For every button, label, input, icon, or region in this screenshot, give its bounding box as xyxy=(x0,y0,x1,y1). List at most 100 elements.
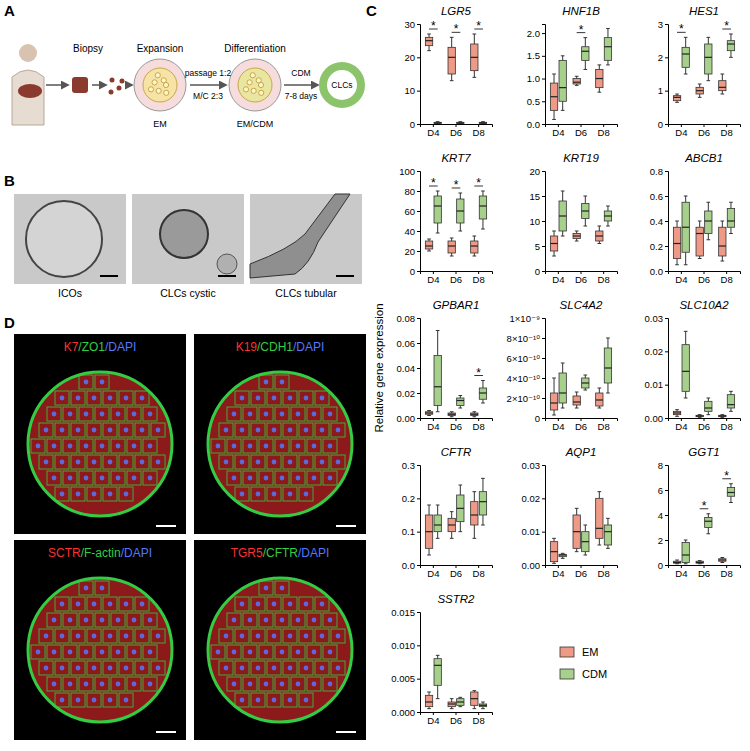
y-axis-line xyxy=(417,172,421,272)
box xyxy=(705,37,712,80)
y-tick-label: 0.0 xyxy=(527,119,540,130)
median xyxy=(573,82,580,83)
cell-membrane xyxy=(259,471,273,485)
y-axis-line xyxy=(542,172,546,272)
stain-label-part: /ZO1 xyxy=(78,340,105,354)
whisker-low xyxy=(554,410,555,415)
nucleus xyxy=(288,602,293,607)
nucleus xyxy=(232,618,237,623)
cell-membrane xyxy=(267,391,281,405)
y-tick: 0.005 xyxy=(391,673,420,684)
y-tick-mark xyxy=(417,368,420,369)
y-tick: 0.06 xyxy=(397,338,421,349)
y-axis: 0.00.10.20.3 xyxy=(402,460,421,571)
chart-title: AQP1 xyxy=(565,446,597,458)
nucleus xyxy=(108,428,113,433)
x-tick-label: D6 xyxy=(450,715,462,726)
box-body xyxy=(582,204,589,219)
whisker-cap-high xyxy=(427,505,431,506)
y-tick-mark xyxy=(665,515,668,516)
whisker-low xyxy=(437,685,438,698)
nucleus xyxy=(92,396,97,401)
box xyxy=(596,492,603,545)
cell-membrane xyxy=(71,661,85,675)
y-tick: 0.01 xyxy=(645,379,669,390)
box xyxy=(705,514,712,534)
cell-membrane xyxy=(243,677,257,691)
box xyxy=(425,411,432,416)
nucleus xyxy=(60,492,65,497)
y-tick-label: 0 xyxy=(658,560,663,571)
cell-membrane xyxy=(95,581,109,595)
nucleus xyxy=(52,412,57,417)
nucleus xyxy=(84,618,89,623)
box xyxy=(457,485,464,532)
cell-membrane xyxy=(307,613,321,627)
median xyxy=(582,51,589,52)
box xyxy=(448,412,455,417)
scale-bar xyxy=(336,731,356,733)
nucleus xyxy=(76,602,81,607)
whisker-cap-low xyxy=(427,708,431,709)
x-tick: D6 xyxy=(575,271,587,285)
cell-membrane xyxy=(103,661,117,675)
y-tick: 2 xyxy=(658,52,668,63)
median xyxy=(457,701,464,702)
chart-title: GGT1 xyxy=(688,446,719,458)
scale-bar xyxy=(336,275,354,277)
whisker-high xyxy=(730,202,731,208)
whisker-cap-low xyxy=(698,97,702,98)
median xyxy=(705,521,712,522)
schematic-label: M/C 2:3 xyxy=(193,91,223,101)
nucleus xyxy=(156,460,161,465)
nucleus xyxy=(76,666,81,671)
x-tick-label: D4 xyxy=(675,274,687,285)
box-body xyxy=(559,60,566,101)
cell-membrane xyxy=(95,677,109,691)
x-tick-label: D4 xyxy=(675,127,687,138)
box-body xyxy=(448,47,455,74)
nucleus xyxy=(232,476,237,481)
whisker-high xyxy=(607,29,608,38)
cell-membrane xyxy=(39,629,53,643)
y-tick-mark xyxy=(542,221,545,222)
y-tick: 0.02 xyxy=(645,346,669,357)
whisker-cap-high xyxy=(561,363,565,364)
nucleus xyxy=(60,666,65,671)
box-body xyxy=(719,559,726,562)
whisker-low xyxy=(474,525,475,538)
x-tick-label: D4 xyxy=(427,274,439,285)
cell-membrane xyxy=(95,645,109,659)
cell-membrane xyxy=(291,613,305,627)
y-tick: 0.0 xyxy=(402,560,420,571)
whisker-cap-low xyxy=(450,708,454,709)
box xyxy=(550,538,557,563)
cell-membrane xyxy=(63,645,77,659)
whisker-cap-high xyxy=(706,37,710,38)
box-body xyxy=(448,413,455,416)
cell-membrane xyxy=(267,487,281,501)
fluorescence-image xyxy=(194,540,366,740)
y-axis-line xyxy=(417,319,421,419)
y-tick: 80 xyxy=(404,186,420,197)
significance-label: * xyxy=(476,176,481,190)
box-body xyxy=(682,202,689,252)
nucleus xyxy=(52,444,57,449)
box xyxy=(705,398,712,415)
median xyxy=(682,371,689,372)
cell-membrane xyxy=(135,597,149,611)
y-tick: 0 xyxy=(410,119,420,130)
y-tick-label: 5 xyxy=(535,241,540,252)
chart-title: GPBAR1 xyxy=(433,299,480,311)
y-tick: 30 xyxy=(404,19,420,30)
fluorescence-image xyxy=(14,334,186,534)
median xyxy=(582,382,589,383)
boxes xyxy=(550,191,611,256)
cell-membrane xyxy=(267,661,281,675)
box-chart: 0.00.10.20.3D4D6D8CFTR xyxy=(402,446,493,579)
whisker-cap-low xyxy=(606,226,610,227)
nucleus xyxy=(288,460,293,465)
y-tick-label: 2×10⁻¹⁰ xyxy=(507,393,541,404)
box-body xyxy=(582,378,589,388)
boxes xyxy=(425,331,486,417)
